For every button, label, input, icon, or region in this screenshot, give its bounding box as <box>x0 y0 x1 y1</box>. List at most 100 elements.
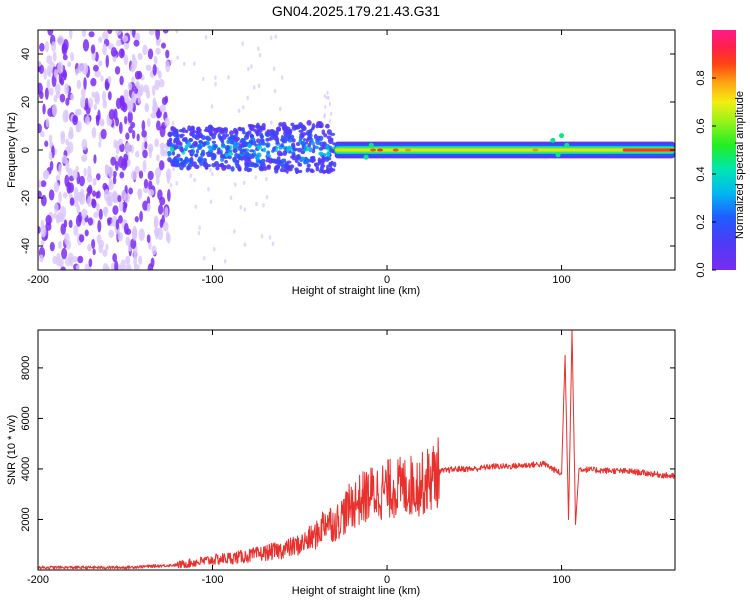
spectrogram-cell <box>187 162 193 168</box>
spectrogram-cell <box>132 129 136 139</box>
spectrogram-cell <box>206 140 211 146</box>
spectrogram-cell <box>286 160 292 164</box>
spectrogram-cell <box>44 40 50 53</box>
spectrogram-cell <box>90 77 97 87</box>
spectrogram-cell <box>72 255 78 263</box>
spectrogram-cell <box>194 153 199 157</box>
spectrogram-cell <box>211 140 217 144</box>
spectrogram-cell <box>233 182 237 187</box>
spectrogram-cell <box>212 144 218 149</box>
snr-panel: -200 -100 0 100 2000 4000 6000 8000 Height of … <box>6 329 676 597</box>
spectrogram-cell <box>138 170 144 179</box>
spectrogram-cell <box>40 180 47 188</box>
spectrogram-cell <box>237 126 242 131</box>
spectrogram-cell <box>150 112 157 119</box>
spectrogram-cell <box>57 61 64 74</box>
spectrogram-cell <box>94 70 101 78</box>
spectrogram-cell <box>285 168 289 174</box>
spectrogram-cell <box>202 158 208 162</box>
spectrogram-cell <box>131 229 138 241</box>
spectrogram-cell <box>93 104 97 111</box>
spectrogram-cell <box>127 110 133 124</box>
spectrogram-cell <box>104 165 111 174</box>
spectrogram-marks <box>38 30 675 270</box>
spectrogram-cell <box>308 129 313 134</box>
spectrogram-cell <box>268 235 272 240</box>
spectrogram-cell <box>266 156 270 161</box>
spectrogram-cell <box>328 161 333 167</box>
spectrogram-cell <box>84 263 90 270</box>
snr-xtick-label: 100 <box>552 574 570 586</box>
spectrogram-cell <box>255 201 258 207</box>
spectrogram-cell <box>121 102 128 113</box>
spectrogram-cell <box>40 225 47 238</box>
spectrogram-cell <box>155 30 161 40</box>
spectrogram-cell <box>134 32 141 42</box>
spectrogram-cell <box>147 48 154 60</box>
spectrogram-cell <box>134 150 140 158</box>
spectrogram-cell <box>58 191 62 204</box>
spectrogram-cell <box>363 154 369 160</box>
spectrogram-cell <box>244 161 250 166</box>
spectrogram-cell <box>239 149 244 156</box>
spectrogram-cell <box>274 135 279 139</box>
spectrogram-cell <box>214 161 219 167</box>
spectrogram-cell <box>301 134 305 139</box>
spectrogram-cell <box>38 64 41 73</box>
spectrogram-cell <box>227 155 232 160</box>
spectrogram-cell <box>42 103 46 115</box>
spectrogram-cell <box>142 149 148 159</box>
spectrogram-cell <box>118 199 124 212</box>
spectrogram-cell <box>110 47 118 57</box>
spectrogram-cell <box>187 141 192 147</box>
spectrogram-cell <box>255 156 260 160</box>
spectrogram-cell <box>275 126 282 132</box>
spectrogram-cell <box>157 189 163 201</box>
spectrogram-cell <box>232 127 238 134</box>
spectrogram-cell <box>64 83 69 95</box>
colorbar: 0.0 0.2 0.4 0.6 0.8 Normalized spectral ampl… <box>695 30 746 278</box>
spectrogram-cell <box>165 60 171 73</box>
spectrogram-cell <box>227 75 230 80</box>
spectrogram-cell <box>328 102 331 107</box>
spectrogram-cell <box>137 53 143 61</box>
spectrogram-cell <box>45 117 50 128</box>
spectrogram-cell <box>137 91 141 104</box>
spectrogram-hotspot <box>370 148 377 152</box>
spectrogram-cell <box>130 170 138 181</box>
spectrogram-cell <box>189 128 194 134</box>
spectrogram-cell <box>65 159 70 173</box>
spectrogram-cell <box>84 229 89 237</box>
spectrogram-cell <box>317 161 322 166</box>
spectrogram-cell <box>290 122 295 127</box>
spectrogram-cell <box>213 127 217 133</box>
spectrogram-cell <box>179 164 184 171</box>
spectrogram-cell <box>265 142 271 148</box>
spectrogram-cell <box>108 178 113 187</box>
spectrogram-cell <box>103 207 108 217</box>
spectrogram-cell <box>306 119 312 126</box>
spectrogram-cell <box>297 169 303 174</box>
spectrogram-cell <box>114 66 121 75</box>
spectrogram-cell <box>310 141 315 146</box>
snr-xtick-label: -100 <box>202 574 224 586</box>
spectrogram-cell <box>128 126 133 134</box>
spectrogram-x-label: Height of straight line (km) <box>292 285 420 297</box>
spectrogram-cell <box>120 48 124 57</box>
spectrogram-cell <box>323 93 326 98</box>
spectrogram-cell <box>54 202 59 214</box>
spectrogram-cell <box>169 182 173 188</box>
spectrogram-cell <box>77 255 84 264</box>
spectrogram-cell <box>285 132 290 138</box>
spectrogram-cell <box>119 75 124 86</box>
colorbar-ticks: 0.0 0.2 0.4 0.6 0.8 <box>695 70 716 278</box>
spectrogram-cell <box>80 99 85 109</box>
spectrogram-cell <box>67 61 72 68</box>
spectrogram-cell <box>550 137 556 143</box>
spectrogram-cell <box>326 90 329 95</box>
spectrogram-cell <box>214 75 217 80</box>
spectrogram-cell <box>117 138 123 146</box>
spectrogram-cell <box>148 180 153 191</box>
spectrogram-cell <box>161 97 168 106</box>
spectrogram-cell <box>73 225 79 237</box>
